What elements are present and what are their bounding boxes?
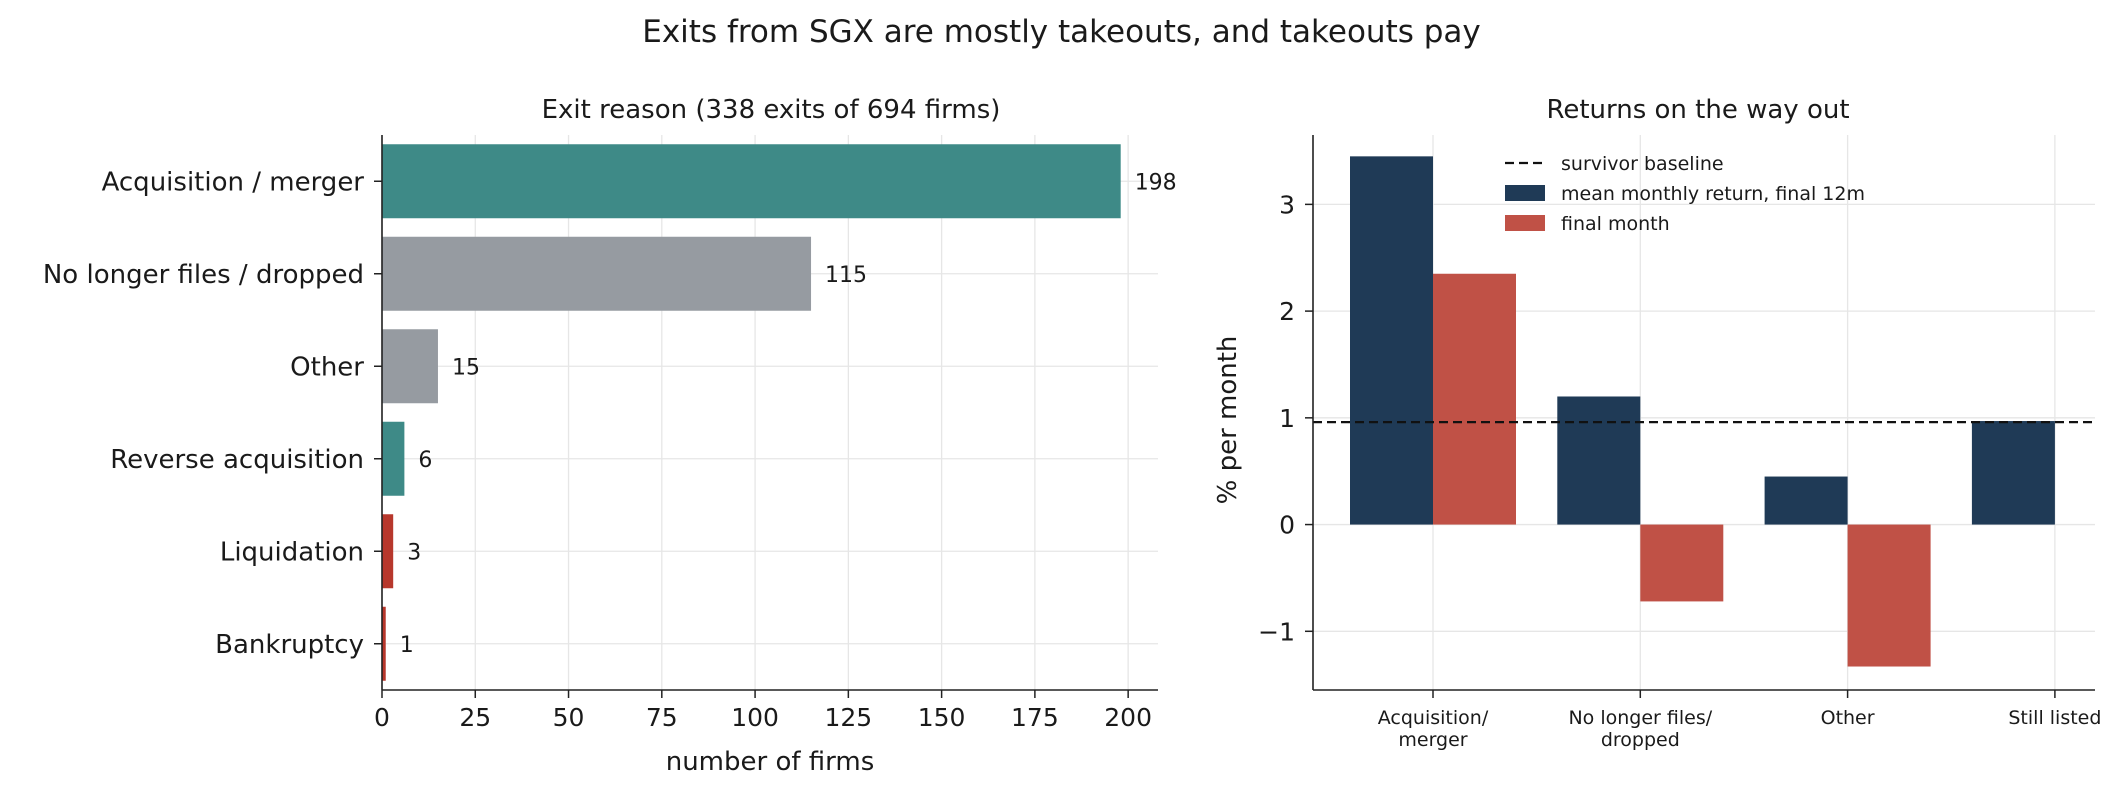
category-label: Still listed: [2008, 707, 2101, 729]
data-label: 15: [452, 355, 480, 380]
category-label: Bankruptcy: [215, 630, 364, 660]
y-tick-label: 3: [1279, 190, 1295, 219]
exit-reason-x-axis-label: number of firms: [666, 747, 875, 777]
legend-swatch: [1505, 215, 1545, 231]
legend-label: mean monthly return, final 12m: [1561, 183, 1865, 205]
y-tick-label: 0: [1279, 511, 1295, 540]
data-label: 198: [1135, 170, 1177, 195]
exit-reason-axes: 0 25 50 75 100 125 150 175 200 Acquisition / merg…: [43, 135, 1158, 732]
x-tick-label: 175: [1011, 703, 1059, 732]
bar: [382, 421, 405, 496]
x-tick-label: 0: [374, 703, 390, 732]
returns-legend: survivor baseline mean monthly return, fi…: [1505, 153, 1865, 235]
returns-axes: −1 0 1 2 3 Acquisition/merger No longer files/…: [1258, 135, 2101, 751]
y-tick-label: 1: [1279, 404, 1295, 433]
data-label: 115: [825, 263, 867, 288]
bar: [1971, 421, 2055, 525]
x-tick-label: 100: [731, 703, 779, 732]
data-label: 3: [407, 540, 421, 565]
returns-chart-title: Returns on the way out: [1546, 95, 1849, 125]
category-label: Reverse acquisition: [110, 445, 364, 475]
legend-label: final month: [1561, 213, 1670, 235]
bar: [382, 329, 438, 404]
data-label: 6: [418, 448, 432, 473]
bar: [1433, 273, 1516, 525]
category-label: Acquisition/: [1378, 707, 1489, 729]
x-tick-label: 125: [824, 703, 872, 732]
bar: [1557, 396, 1641, 525]
exit-reason-chart: Exit reason (338 exits of 694 firms) 198…: [43, 95, 1177, 777]
category-label: merger: [1398, 729, 1467, 751]
x-tick-label: 75: [646, 703, 678, 732]
bar: [1350, 156, 1433, 525]
bar: [382, 144, 1121, 219]
bar: [382, 236, 812, 311]
category-label: No longer files / dropped: [43, 260, 364, 290]
legend-swatch: [1505, 185, 1545, 201]
category-label: No longer files/: [1568, 707, 1712, 729]
category-label: Liquidation: [220, 537, 364, 567]
x-tick-label: 200: [1104, 703, 1152, 732]
returns-y-axis-label: % per month: [1213, 336, 1243, 505]
category-label: Other: [290, 352, 364, 382]
category-label: Other: [1821, 707, 1875, 729]
bar: [382, 514, 394, 589]
exit-reason-bars: 198 115 15 6 3 1: [382, 144, 1177, 681]
x-tick-label: 150: [918, 703, 966, 732]
returns-bars: [1313, 156, 2095, 667]
x-tick-label: 25: [459, 703, 491, 732]
data-label: 1: [400, 633, 414, 658]
figure-title: Exits from SGX are mostly takeouts, and …: [642, 14, 1481, 50]
exit-reason-chart-title: Exit reason (338 exits of 694 firms): [542, 95, 1001, 125]
bar: [1847, 524, 1931, 667]
category-label: dropped: [1601, 729, 1680, 751]
category-label: Acquisition / merger: [102, 167, 365, 197]
bar: [1640, 524, 1724, 602]
bar: [382, 606, 386, 681]
legend-baseline-label: survivor baseline: [1561, 153, 1724, 175]
bar: [1764, 476, 1848, 525]
y-tick-label: −1: [1258, 617, 1295, 646]
x-tick-label: 50: [553, 703, 585, 732]
y-tick-label: 2: [1279, 297, 1295, 326]
